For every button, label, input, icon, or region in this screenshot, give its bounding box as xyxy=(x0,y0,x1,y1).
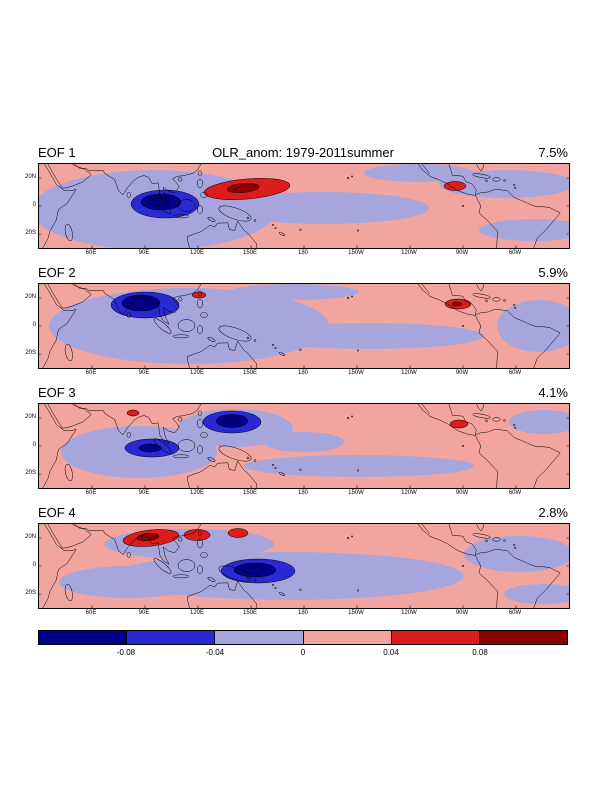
lat-tick-label: 20N xyxy=(24,294,36,300)
eof2-label: EOF 2 xyxy=(38,265,76,280)
lon-tick-label: 60E xyxy=(85,610,97,616)
eof4-variance: 2.8% xyxy=(538,505,568,520)
eof3-map: 20N 0 20S xyxy=(25,403,570,489)
positive-anomaly-center xyxy=(191,291,472,310)
lon-tick-label: 120W xyxy=(401,370,417,376)
colorbar-segment-blue xyxy=(126,631,215,644)
eof3-label: EOF 3 xyxy=(38,385,76,400)
lon-axis: 60E 90E 120E 150E 180 150W 120W 90W 60W xyxy=(38,609,568,618)
lon-tick-label: 120W xyxy=(401,490,417,496)
colorbar-segment-lavender xyxy=(214,631,303,644)
colorbar: -0.08 -0.04 0 0.04 0.08 xyxy=(38,630,568,658)
eof1-variance: 7.5% xyxy=(538,145,568,160)
positive-anomaly-center xyxy=(203,178,467,200)
colorbar-segment-darkblue xyxy=(39,631,127,644)
eof4-map: 20N 0 20S xyxy=(25,523,570,609)
panel-header: EOF 2 5.9% xyxy=(38,264,568,281)
colorbar-tick-label: 0 xyxy=(300,648,306,657)
lon-tick-label: 120E xyxy=(189,250,205,256)
eof2-map: 20N 0 20S xyxy=(25,283,570,369)
lon-tick-label: 120E xyxy=(189,610,205,616)
lat-tick-label: 0 xyxy=(32,202,36,208)
colorbar-tick-label: 0.04 xyxy=(383,648,399,657)
lon-tick-label: 150W xyxy=(348,250,364,256)
lon-tick-label: 120E xyxy=(189,370,205,376)
eof1-map: 20N 0 20S xyxy=(25,163,570,249)
eof3-variance: 4.1% xyxy=(538,385,568,400)
panel-header: EOF 3 4.1% xyxy=(38,384,568,401)
panel-header: EOF 1 OLR_anom: 1979-2011summer 7.5% xyxy=(38,144,568,161)
colorbar-tick-label: -0.08 xyxy=(116,648,136,657)
lat-tick-label: 0 xyxy=(32,562,36,568)
lon-tick-label: 90E xyxy=(138,370,150,376)
eof4-map-svg xyxy=(39,524,569,608)
lon-tick-label: 60E xyxy=(85,490,97,496)
panel-eof2: EOF 2 5.9% 20N 0 20S xyxy=(25,264,570,378)
eof-figure: EOF 1 OLR_anom: 1979-2011summer 7.5% 20N… xyxy=(25,144,570,658)
lon-tick-label: 180 xyxy=(297,490,309,496)
lon-tick-label: 150E xyxy=(242,490,258,496)
lon-tick-label: 150E xyxy=(242,370,258,376)
negative-anomaly-center xyxy=(220,558,296,584)
lon-tick-label: 150E xyxy=(242,250,258,256)
lat-tick-label: 20N xyxy=(24,534,36,540)
lon-tick-label: 60W xyxy=(508,370,522,376)
lon-tick-label: 90E xyxy=(138,250,150,256)
lat-tick-label: 20S xyxy=(25,590,36,596)
lon-tick-label: 120W xyxy=(401,250,417,256)
panel-eof3: EOF 3 4.1% 20N 0 20S xyxy=(25,384,570,498)
lat-tick-label: 20S xyxy=(25,350,36,356)
lon-tick-label: 90W xyxy=(455,250,469,256)
lon-tick-label: 90W xyxy=(455,610,469,616)
lon-tick-label: 120W xyxy=(401,610,417,616)
lat-tick-label: 20S xyxy=(25,470,36,476)
lon-tick-label: 150E xyxy=(242,610,258,616)
eof2-variance: 5.9% xyxy=(538,265,568,280)
lat-tick-label: 0 xyxy=(32,322,36,328)
lon-axis: 60E 90E 120E 150E 180 150W 120W 90W 60W xyxy=(38,489,568,498)
positive-anomaly-center xyxy=(122,528,249,547)
panel-eof4: EOF 4 2.8% 20N 0 20S xyxy=(25,504,570,618)
positive-anomaly-center xyxy=(126,409,469,429)
panel-header: EOF 4 2.8% xyxy=(38,504,568,521)
eof2-map-svg xyxy=(39,284,569,368)
lon-tick-label: 60W xyxy=(508,250,522,256)
panel-eof1: EOF 1 OLR_anom: 1979-2011summer 7.5% 20N… xyxy=(25,144,570,258)
colorbar-segment-red xyxy=(390,631,479,644)
lon-tick-label: 60E xyxy=(85,370,97,376)
eof1-map-svg xyxy=(39,164,569,248)
eof3-map-svg xyxy=(39,404,569,488)
figure-title: OLR_anom: 1979-2011summer xyxy=(212,145,394,160)
lon-tick-label: 150W xyxy=(348,370,364,376)
colorbar-segment-pink xyxy=(302,631,391,644)
negative-anomaly-center xyxy=(124,410,262,458)
lat-tick-label: 0 xyxy=(32,442,36,448)
lon-tick-label: 90W xyxy=(455,490,469,496)
lat-tick-label: 20N xyxy=(24,174,36,180)
colorbar-segments xyxy=(38,630,568,645)
lon-tick-label: 120E xyxy=(189,490,205,496)
lon-axis: 60E 90E 120E 150E 180 150W 120W 90W 60W xyxy=(38,249,568,258)
lon-tick-label: 60E xyxy=(85,250,97,256)
colorbar-segment-darkred xyxy=(478,631,568,644)
lon-tick-label: 180 xyxy=(297,610,309,616)
lon-tick-label: 90E xyxy=(138,610,150,616)
lon-tick-label: 90W xyxy=(455,370,469,376)
lat-tick-label: 20N xyxy=(24,414,36,420)
colorbar-tick-label: 0.08 xyxy=(472,648,488,657)
negative-anomaly-center xyxy=(110,291,180,319)
lon-tick-label: 90E xyxy=(138,490,150,496)
lon-tick-label: 150W xyxy=(348,610,364,616)
eof4-label: EOF 4 xyxy=(38,505,76,520)
lon-tick-label: 150W xyxy=(348,490,364,496)
colorbar-tick-label: -0.04 xyxy=(205,648,225,657)
lat-tick-label: 20S xyxy=(25,230,36,236)
lon-axis: 60E 90E 120E 150E 180 150W 120W 90W 60W xyxy=(38,369,568,378)
colorbar-labels: -0.08 -0.04 0 0.04 0.08 xyxy=(38,648,568,658)
lon-tick-label: 60W xyxy=(508,610,522,616)
lon-tick-label: 180 xyxy=(297,370,309,376)
lon-tick-label: 180 xyxy=(297,250,309,256)
eof1-label: EOF 1 xyxy=(38,145,76,160)
lon-tick-label: 60W xyxy=(508,490,522,496)
